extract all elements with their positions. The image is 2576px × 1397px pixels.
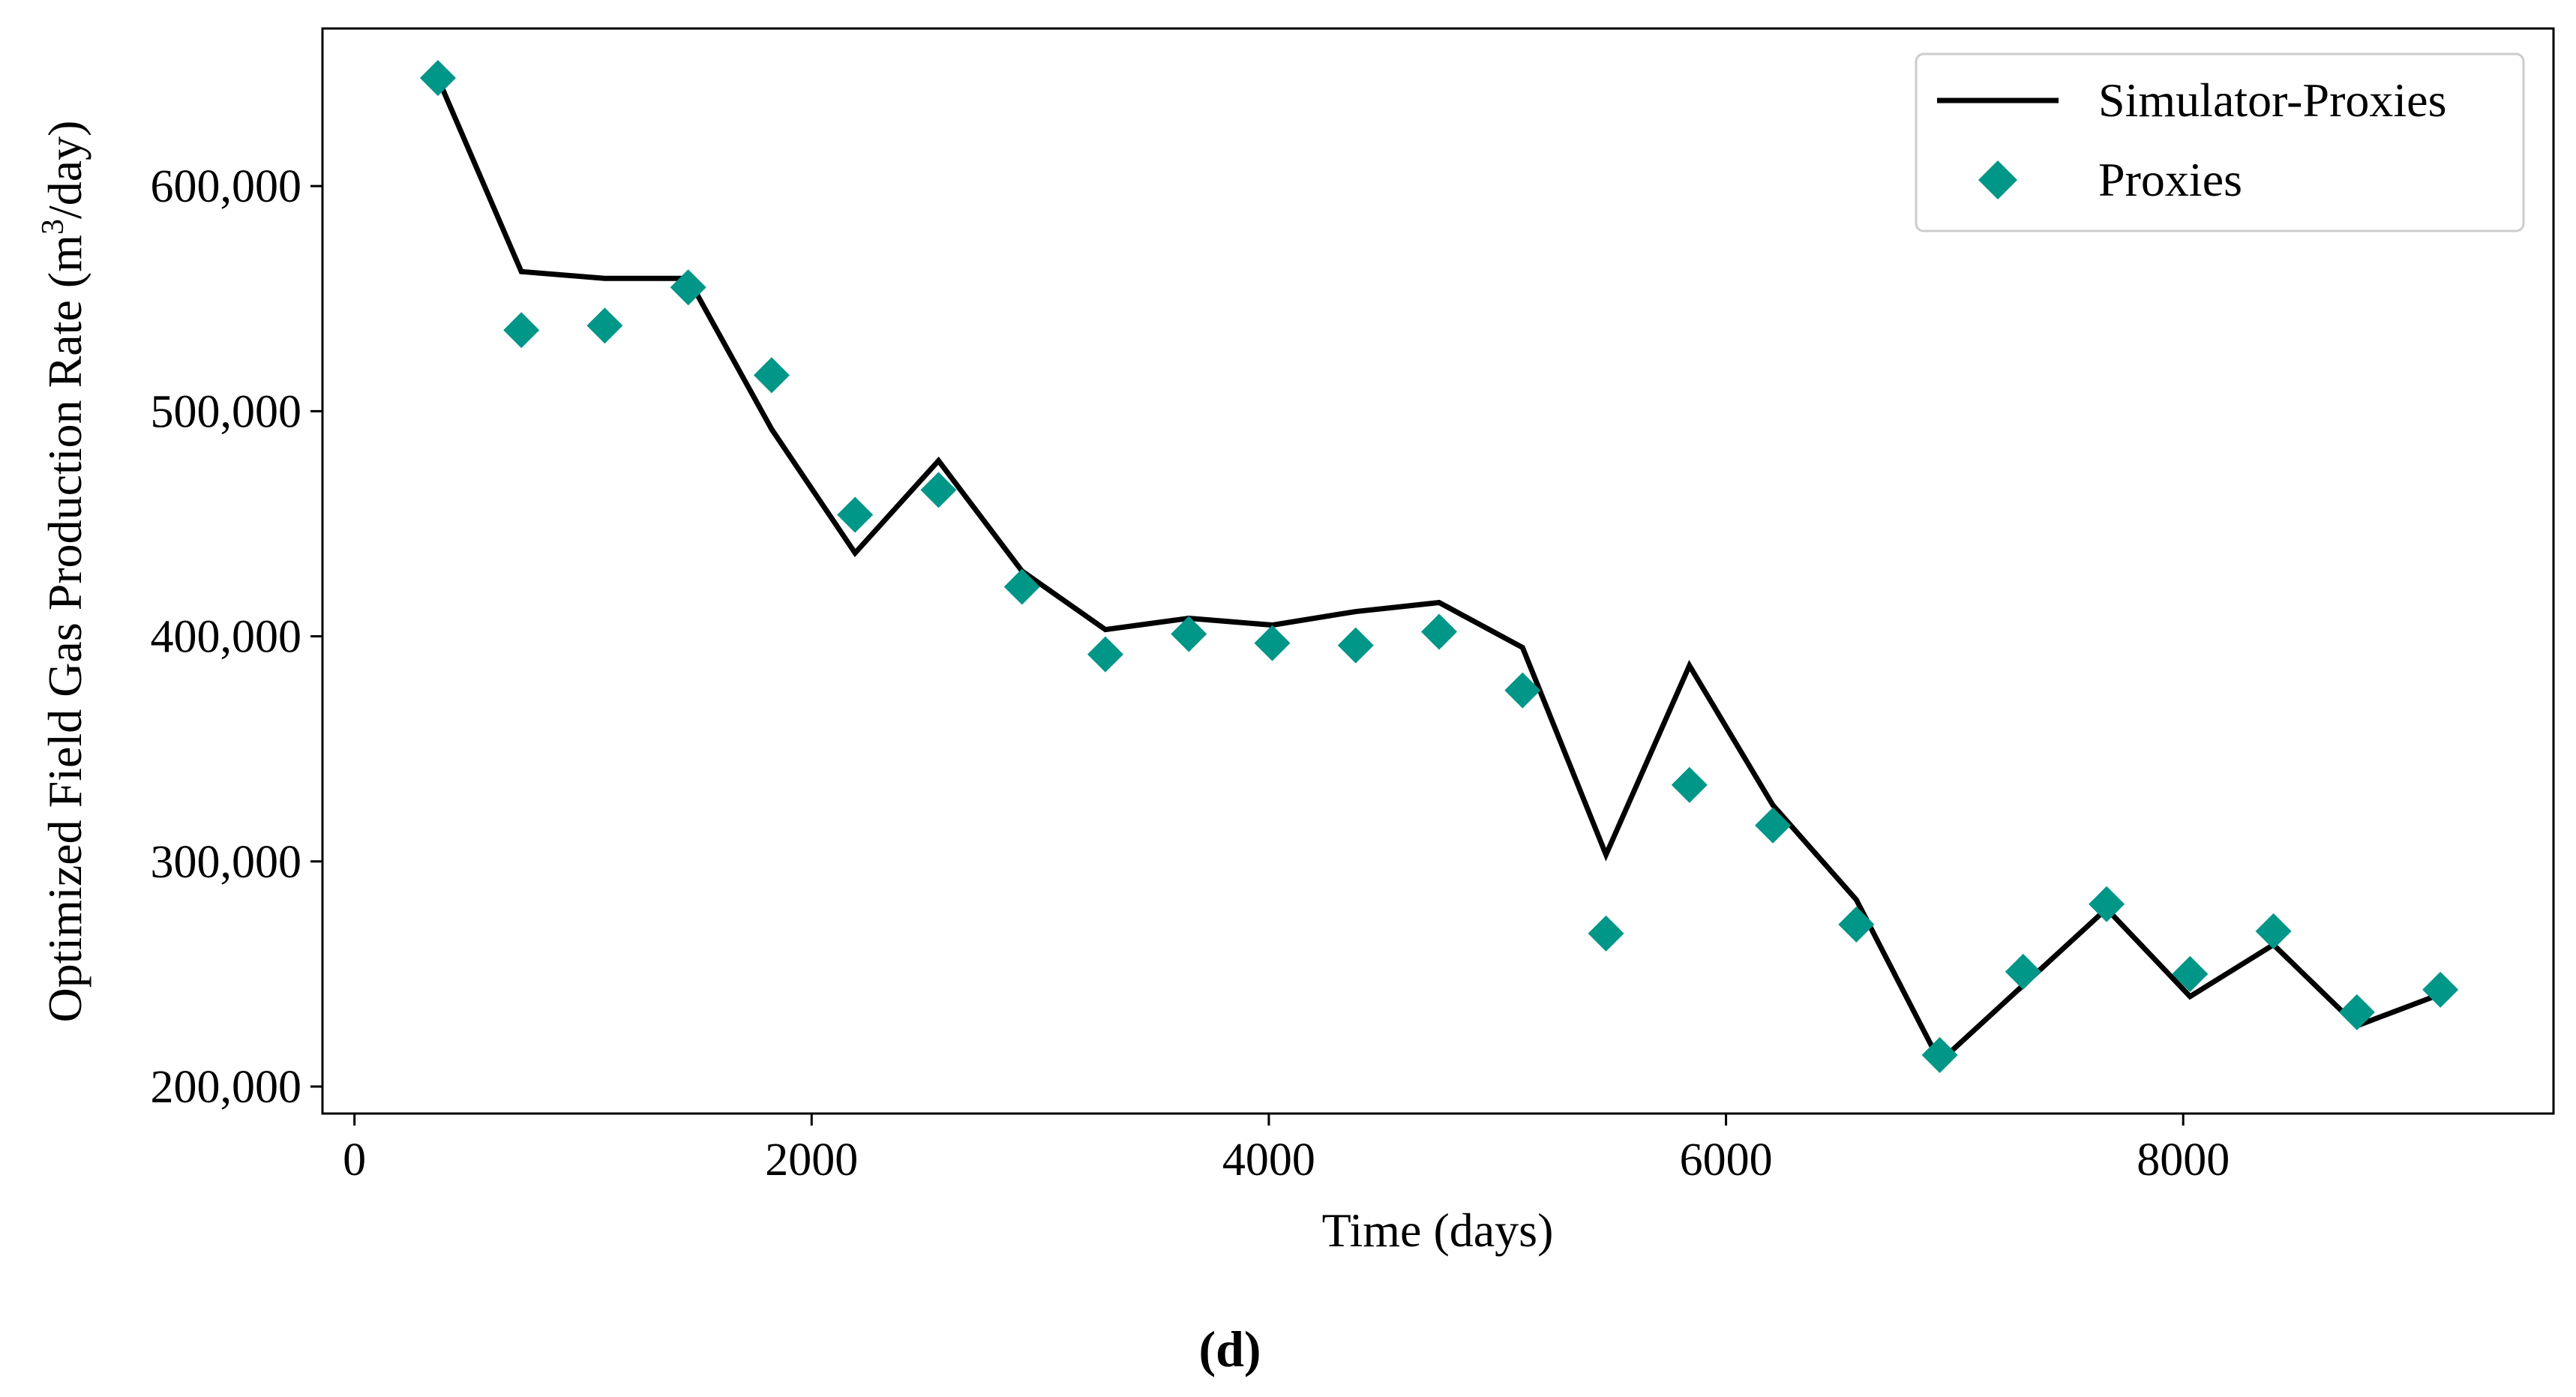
x-tick-label: 4000 (1222, 1135, 1315, 1186)
proxies-data-point (920, 472, 957, 508)
y-axis-label-suffix: /day) (38, 121, 91, 220)
proxies-data-point (1588, 915, 1624, 952)
y-tick-label: 200,000 (151, 1062, 302, 1113)
x-tick-label: 0 (343, 1135, 366, 1186)
proxies-data-point (1171, 616, 1207, 652)
proxies-data-point (1087, 636, 1123, 673)
proxies-data-point (837, 496, 874, 533)
proxies-data-point (2005, 953, 2041, 990)
proxies-data-point (419, 60, 456, 97)
legend-label-simulator-proxies: Simulator-Proxies (2098, 73, 2446, 127)
proxies-data-point (2255, 913, 2292, 949)
proxies-data-point (1755, 807, 1792, 844)
proxies-data-point (1254, 625, 1291, 661)
proxies-data-point (586, 307, 623, 344)
x-axis-label: Time (days) (1322, 1204, 1554, 1257)
proxies-data-point (1337, 627, 1374, 664)
plot-area-frame (321, 27, 2555, 1115)
tick-layer: 0 2000 4000 6000 8000 200,000 300,000 400,000 50… (151, 161, 2230, 1186)
plot-data-layer (419, 60, 2459, 1073)
legend-box (1915, 52, 2525, 232)
proxies-data-point (753, 357, 790, 394)
legend-diamond-swatch (1978, 160, 2017, 199)
proxies-data-point (1921, 1036, 1958, 1073)
proxies-data-point (2172, 955, 2209, 992)
proxies-data-point (1003, 568, 1040, 605)
y-tick-label: 600,000 (151, 161, 302, 212)
proxies-data-point (1838, 906, 1875, 943)
panel-label: (d) (1198, 1321, 1261, 1378)
x-tick-label: 8000 (2137, 1135, 2230, 1186)
legend-label-proxies: Proxies (2098, 153, 2242, 206)
y-axis-label-prefix: Optimized Field Gas Production Rate (m (38, 235, 91, 1023)
x-tick-label: 6000 (1680, 1135, 1773, 1186)
y-axis-label: Optimized Field Gas Production Rate (m3/… (36, 121, 91, 1023)
proxies-data-point (670, 269, 706, 306)
y-tick-label: 400,000 (151, 612, 302, 663)
proxies-data-point (2422, 971, 2459, 1008)
x-tick-label: 2000 (765, 1135, 858, 1186)
proxies-data-point (503, 312, 540, 349)
proxies-data-point (1421, 613, 1458, 650)
y-tick-label: 300,000 (151, 837, 302, 888)
proxies-data-point (1671, 766, 1708, 803)
proxies-data-point (1504, 672, 1541, 709)
proxies-data-point (2338, 994, 2375, 1030)
y-axis-label-superscript: 3 (36, 219, 70, 235)
y-tick-label: 500,000 (151, 386, 302, 437)
chart-legend: Simulator-Proxies Proxies (1915, 52, 2525, 232)
proxies-data-point (2089, 886, 2125, 922)
